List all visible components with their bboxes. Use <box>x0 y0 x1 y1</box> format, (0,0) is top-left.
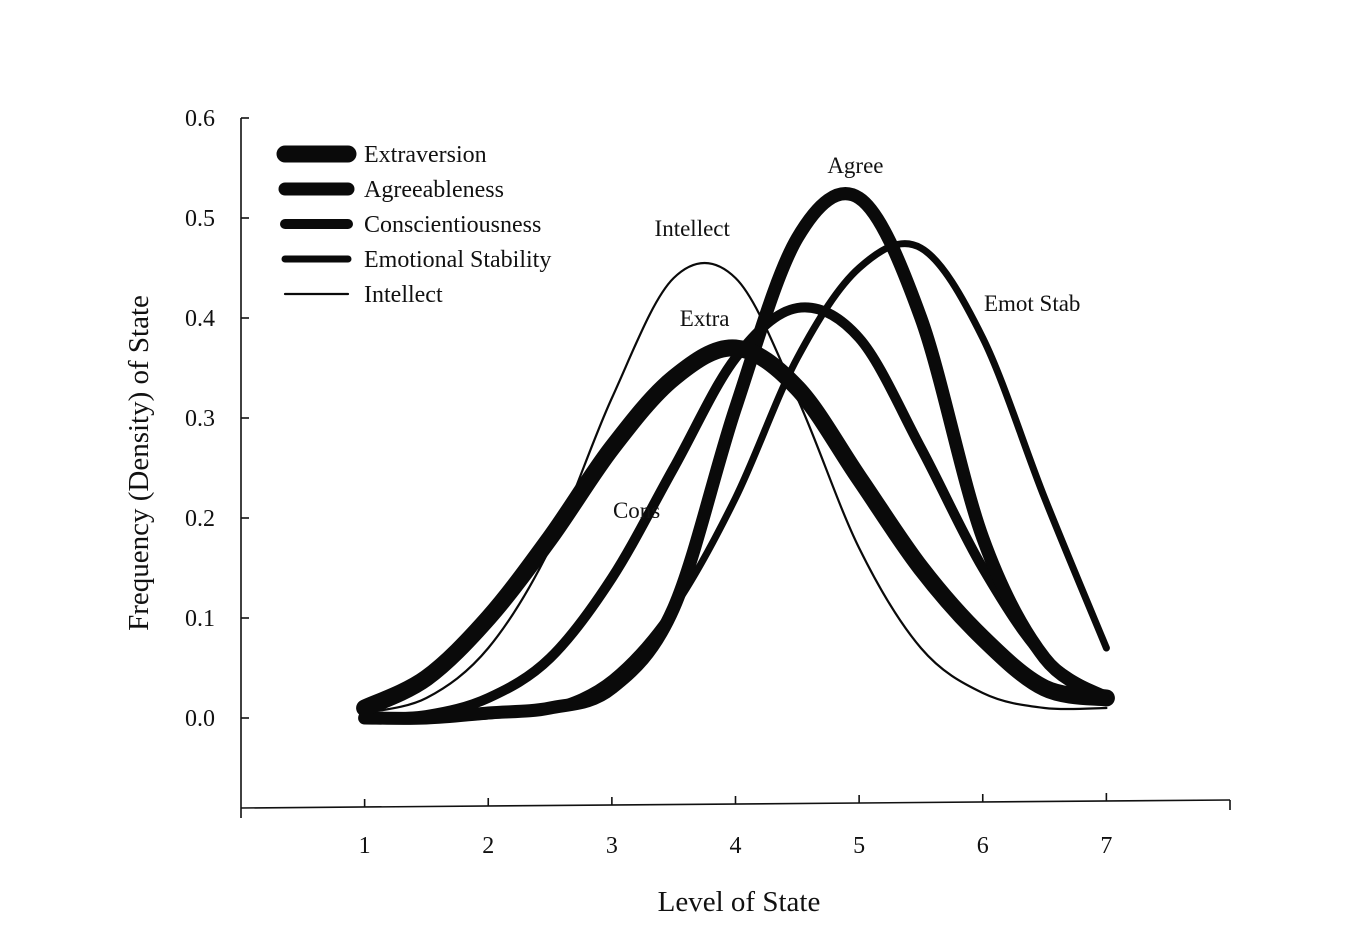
y-tick-label: 0.0 <box>185 706 215 732</box>
series-line-intellect <box>363 262 1108 715</box>
curve-annotations: Agree Intellect Emot Stab Extra Cons <box>613 153 1080 523</box>
legend-label-conscientiousness: Conscientiousness <box>364 212 541 238</box>
legend-label-intellect: Intellect <box>364 282 443 308</box>
annotation-label: Cons <box>613 498 660 523</box>
legend: Extraversion Agreeableness Conscientiousne… <box>276 142 551 308</box>
x-axis-title: Level of State <box>658 886 821 918</box>
y-tick-label: 0.3 <box>185 406 215 432</box>
series-lines <box>356 187 1115 725</box>
series-line-agreeableness <box>358 187 1113 725</box>
annotation-label: Agree <box>827 153 883 178</box>
annotation-label: Intellect <box>655 216 731 241</box>
y-tick-label: 0.4 <box>185 306 215 332</box>
annotation-label: Extra <box>680 306 730 331</box>
legend-label-agreeableness: Agreeableness <box>364 177 504 203</box>
x-tick-label: 4 <box>730 833 742 859</box>
y-tick-label: 0.2 <box>185 506 215 532</box>
legend-label-extraversion: Extraversion <box>364 142 487 168</box>
y-tick-label: 0.1 <box>185 606 215 632</box>
x-tick-label: 1 <box>359 833 371 859</box>
x-tick-label: 3 <box>606 833 618 859</box>
y-axis-title: Frequency (Density) of State <box>123 295 155 631</box>
y-tick-label: 0.5 <box>185 206 215 232</box>
y-ticks: 0.0 0.1 0.2 0.3 0.4 0.5 0.6 <box>185 106 249 732</box>
y-axis: 0.0 0.1 0.2 0.3 0.4 0.5 0.6 <box>185 106 249 808</box>
x-tick-label: 6 <box>977 833 989 859</box>
legend-label-emotional-stability: Emotional Stability <box>364 247 551 273</box>
x-ticks: 1 2 3 4 5 6 7 <box>240 793 1231 859</box>
annotation-label: Emot Stab <box>984 291 1080 316</box>
x-tick-label: 5 <box>853 833 865 859</box>
y-tick-label: 0.6 <box>185 106 215 132</box>
series-line-extraversion <box>356 339 1115 717</box>
x-axis: 1 2 3 4 5 6 7 <box>240 793 1231 859</box>
x-tick-label: 7 <box>1100 833 1112 859</box>
x-tick-label: 2 <box>482 833 494 859</box>
series-line-conscientiousness <box>359 302 1112 723</box>
